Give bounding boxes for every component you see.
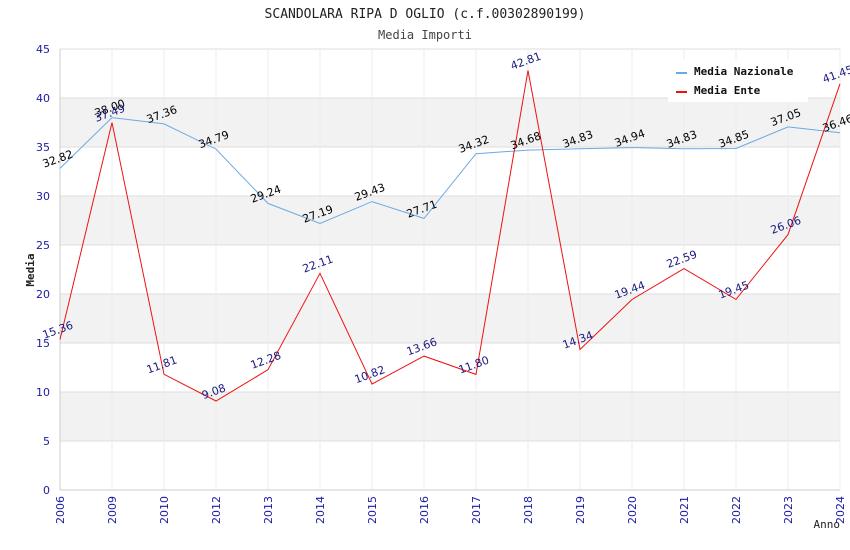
data-label: 11.81: [145, 353, 179, 376]
x-tick-label: 2018: [522, 496, 535, 524]
x-tick-label: 2015: [366, 496, 379, 524]
band: [60, 196, 840, 245]
data-label: 22.59: [665, 248, 699, 271]
y-tick-label: 5: [43, 435, 50, 448]
band: [60, 392, 840, 441]
x-tick-label: 2009: [106, 496, 119, 524]
series-line-ente: [59, 70, 841, 402]
x-tick-label: 2013: [262, 496, 275, 524]
y-axis-title: Media: [24, 253, 37, 286]
chart-subtitle: Media Importi: [378, 28, 472, 42]
x-tick-label: 2024: [834, 496, 847, 524]
x-tick-label: 2017: [470, 496, 483, 524]
x-tick-label: 2012: [210, 496, 223, 524]
y-tick-label: 35: [36, 141, 50, 154]
x-tick-label: 2016: [418, 496, 431, 524]
y-tick-label: 45: [36, 43, 50, 56]
series-line-nazionale: [59, 117, 841, 225]
x-tick-label: 2022: [730, 496, 743, 524]
background-bands: [60, 98, 840, 441]
y-tick-labels: 0 5 10 15 20 25 30 35 40 45: [36, 43, 50, 497]
x-tick-label: 2006: [54, 496, 67, 524]
band: [60, 294, 840, 343]
x-tick-label: 2010: [158, 496, 171, 524]
data-label: 10.82: [353, 363, 387, 386]
y-tick-label: 25: [36, 239, 50, 252]
axes: [59, 49, 840, 491]
y-tick-label: 0: [43, 484, 50, 497]
data-label: 22.11: [301, 253, 335, 276]
chart-title: SCANDOLARA RIPA D OGLIO (c.f.00302890199…: [265, 7, 586, 22]
legend: Media Nazionale Media Ente: [668, 60, 808, 102]
x-tick-label: 2014: [314, 496, 327, 524]
data-label: 12.28: [249, 349, 283, 372]
band: [60, 98, 840, 147]
x-tick-labels: 2006 2009 2010 2012 2013 2014 2015 2016 2017 2018…: [54, 496, 847, 524]
y-tick-label: 10: [36, 386, 50, 399]
legend-box: [668, 60, 808, 102]
data-label: 41.45: [821, 63, 850, 86]
data-label: 42.81: [509, 50, 543, 73]
x-tick-label: 2020: [626, 496, 639, 524]
x-tick-label: 2019: [574, 496, 587, 524]
y-tick-label: 30: [36, 190, 50, 203]
y-tick-label: 15: [36, 337, 50, 350]
y-tick-label: 40: [36, 92, 50, 105]
series-lines: [59, 70, 841, 402]
x-axis-title: Anno: [814, 518, 841, 531]
legend-label-nazionale: Media Nazionale: [694, 65, 794, 78]
legend-label-ente: Media Ente: [694, 84, 761, 97]
x-tick-label: 2021: [678, 496, 691, 524]
x-tick-label: 2023: [782, 496, 795, 524]
y-tick-label: 20: [36, 288, 50, 301]
